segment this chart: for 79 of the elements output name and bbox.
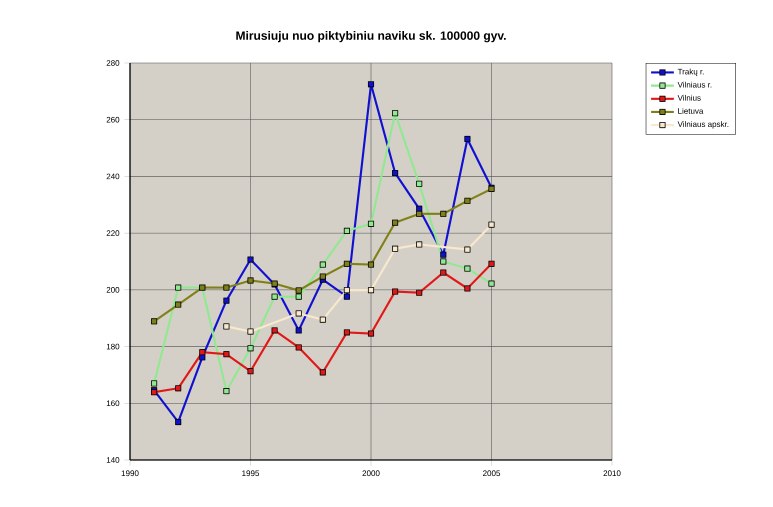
point [320,369,326,376]
x-tick-label: 2005 [483,470,500,476]
point [416,290,422,296]
point [464,246,470,253]
point [464,136,470,142]
point [272,327,278,334]
point [296,327,302,334]
y-tick-label: 200 [106,287,120,293]
point [175,418,182,426]
point [488,222,495,228]
point [223,351,230,358]
x-tick-label: 2000 [362,470,380,476]
y-tick-label: 240 [106,174,120,180]
point [488,260,495,267]
point [247,368,254,374]
x-tick-label: 2010 [604,470,621,476]
point [392,170,398,176]
point [296,344,302,350]
point [223,323,230,330]
y-tick-label: 220 [106,230,120,236]
point [392,110,398,116]
point [247,345,254,352]
legend-label: Vilnius [678,94,701,101]
point [320,273,326,280]
point [272,294,278,300]
chart-title: Mirusiuju nuo piktybiniu naviku sk. 100000 gyv. [236,31,506,42]
point [151,318,158,324]
y-tick-label: 140 [106,457,120,463]
x-tick-label: 1995 [242,470,260,476]
y-tick-label: 260 [106,116,120,123]
point [464,198,470,204]
legend-label: Vilniaus r. [678,82,712,88]
point [416,206,422,212]
point [247,277,254,284]
point [247,328,254,335]
point [151,380,158,387]
point [440,210,446,217]
y-tick-label: 280 [106,60,120,66]
point [416,210,422,217]
point [416,180,422,187]
point [368,330,374,337]
y-tick-label: 180 [106,344,120,350]
point [488,280,495,287]
point [464,266,470,272]
point [199,349,206,356]
point [368,220,374,227]
point [320,262,326,268]
point [175,385,182,392]
point [344,228,350,234]
point [320,316,326,323]
point [368,262,374,268]
point [175,284,182,291]
legend-label: Vilniaus apskr. [678,121,728,129]
y-tick-label: 160 [106,400,120,406]
point [296,294,302,300]
point [223,388,230,394]
point [223,298,230,304]
point [392,288,398,295]
point [344,329,350,336]
point [368,81,374,88]
point [464,285,470,292]
x-tick-label: 1990 [122,470,139,476]
point [392,220,398,226]
point [344,294,350,300]
point [368,287,374,294]
legend-label: Lietuva [678,108,704,114]
point [440,252,446,258]
point [344,260,350,267]
point [440,269,446,276]
point [223,284,230,291]
point [296,310,302,316]
point [247,256,254,263]
point [440,258,446,265]
point [392,246,398,252]
point [344,287,350,294]
point [296,287,302,294]
point [416,241,422,248]
legend-label: Trakų r. [678,68,704,76]
point [175,302,182,308]
